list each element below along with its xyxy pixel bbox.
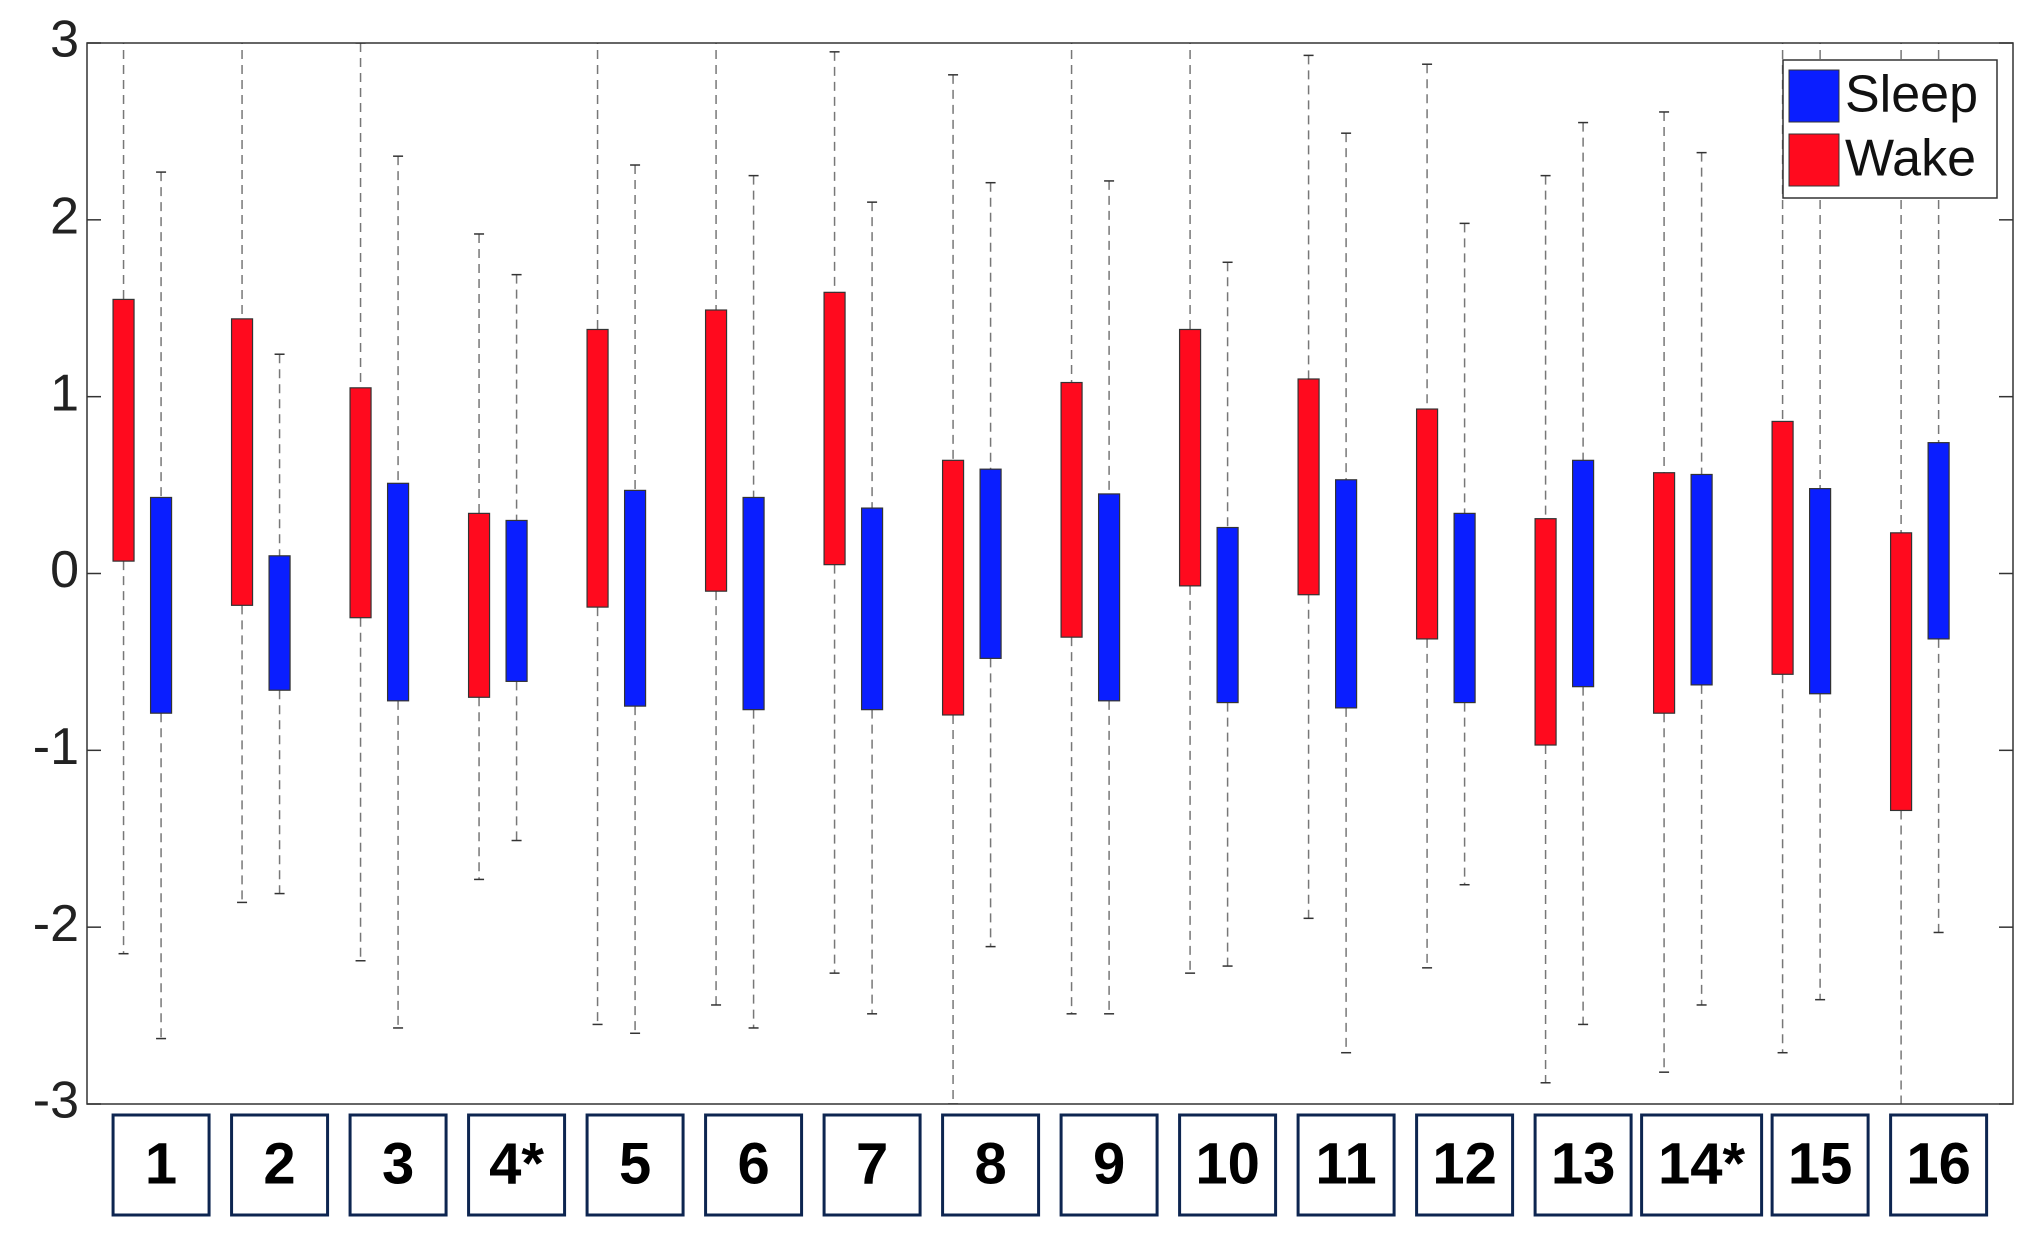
category-box xyxy=(1178,1113,1278,1217)
box xyxy=(1572,459,1595,688)
legend-label: Wake xyxy=(1845,130,1976,188)
box xyxy=(112,298,135,562)
category-box xyxy=(1296,1113,1396,1217)
category-box xyxy=(230,1113,330,1217)
legend-swatch xyxy=(1788,133,1840,187)
x-tick-label: 7 xyxy=(856,1131,888,1196)
category-box xyxy=(1889,1113,1989,1217)
box xyxy=(1889,532,1913,812)
y-tick-label: -1 xyxy=(33,718,79,776)
box xyxy=(1534,518,1557,746)
box xyxy=(1334,479,1358,709)
x-tick-label: 6 xyxy=(737,1131,769,1196)
y-tick-label: 2 xyxy=(50,188,79,246)
y-tick-label: 3 xyxy=(50,11,79,69)
legend-label: Sleep xyxy=(1845,66,1978,124)
category-box xyxy=(1533,1113,1633,1217)
x-tick-label: 2 xyxy=(263,1131,295,1196)
box xyxy=(1216,526,1239,704)
legend-swatch xyxy=(1788,69,1840,123)
box xyxy=(1771,420,1794,675)
x-tick-label: 4* xyxy=(489,1131,544,1196)
box xyxy=(1415,408,1439,640)
box xyxy=(623,489,647,707)
category-box xyxy=(111,1113,211,1217)
x-tick-label: 15 xyxy=(1788,1131,1853,1196)
x-tick-label: 16 xyxy=(1906,1131,1971,1196)
y-tick-label: -2 xyxy=(33,895,79,953)
x-tick-label: 12 xyxy=(1432,1131,1497,1196)
box xyxy=(1927,442,1950,640)
box xyxy=(979,468,1002,659)
box xyxy=(1453,512,1476,704)
category-box xyxy=(941,1113,1041,1217)
box xyxy=(941,459,965,716)
category-box xyxy=(1640,1113,1764,1217)
x-tick-label: 8 xyxy=(974,1131,1006,1196)
category-box xyxy=(1059,1113,1159,1217)
category-box xyxy=(467,1113,567,1217)
x-tick-label: 14* xyxy=(1658,1131,1746,1196)
box xyxy=(1178,328,1202,587)
plot-area xyxy=(112,43,1950,1104)
box xyxy=(268,555,291,691)
box xyxy=(467,512,491,698)
x-tick-label: 9 xyxy=(1093,1131,1125,1196)
box xyxy=(1297,378,1320,596)
box xyxy=(1690,473,1713,686)
y-tick-label: 0 xyxy=(50,541,79,599)
x-tick-label: 1 xyxy=(145,1131,177,1196)
box xyxy=(860,507,884,711)
category-box xyxy=(585,1113,685,1217)
box xyxy=(386,482,410,702)
category-box xyxy=(1415,1113,1515,1217)
plot-frame xyxy=(86,42,2014,1105)
box xyxy=(349,387,372,619)
box xyxy=(586,328,609,608)
x-tick-label: 13 xyxy=(1551,1131,1616,1196)
box xyxy=(230,318,254,606)
category-box xyxy=(348,1113,448,1217)
category-box xyxy=(1770,1113,1870,1217)
y-tick-label: 1 xyxy=(50,364,79,422)
y-tick-label: -3 xyxy=(33,1072,79,1130)
x-tick-label: 5 xyxy=(619,1131,651,1196)
box xyxy=(1652,472,1676,714)
box xyxy=(505,519,528,682)
x-tick-label: 3 xyxy=(382,1131,414,1196)
category-box xyxy=(822,1113,922,1217)
category-box xyxy=(704,1113,804,1217)
x-tick-label: 10 xyxy=(1195,1131,1260,1196)
box xyxy=(1060,381,1083,638)
box xyxy=(742,496,765,711)
box xyxy=(1097,493,1121,702)
box xyxy=(149,496,173,714)
x-tick-label: 11 xyxy=(1315,1131,1376,1196)
box xyxy=(823,291,846,566)
box xyxy=(704,309,728,592)
box xyxy=(1809,488,1832,695)
